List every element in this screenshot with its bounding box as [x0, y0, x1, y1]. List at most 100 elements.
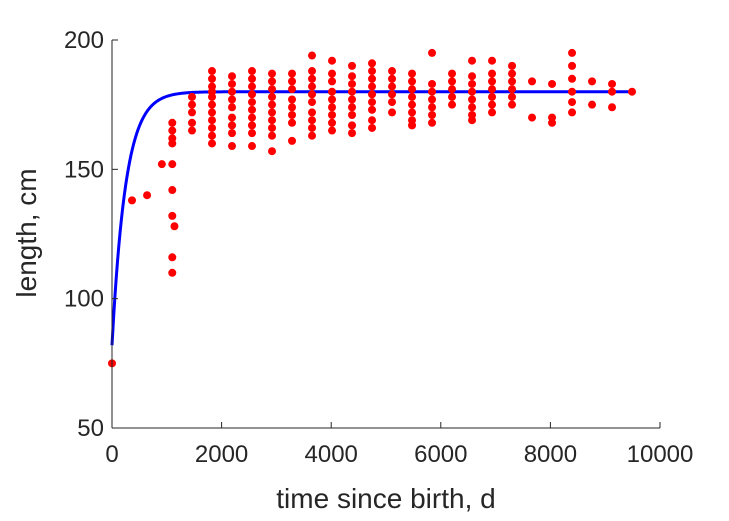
data-point: [428, 79, 437, 88]
data-point: [248, 105, 257, 114]
data-point: [408, 108, 417, 117]
data-point: [428, 87, 437, 96]
data-point: [348, 95, 357, 104]
data-point: [268, 100, 277, 109]
data-point: [288, 95, 297, 104]
data-point: [408, 100, 417, 109]
data-point: [268, 108, 277, 117]
data-point: [188, 100, 197, 109]
data-point: [448, 77, 457, 86]
data-point: [248, 82, 257, 91]
data-point: [408, 77, 417, 86]
data-point: [348, 129, 357, 138]
data-point: [208, 100, 217, 109]
data-point: [288, 103, 297, 112]
data-point: [168, 160, 177, 169]
data-point: [168, 126, 177, 135]
data-point: [488, 69, 497, 78]
data-point: [248, 98, 257, 107]
data-point: [308, 82, 317, 91]
data-point: [328, 118, 337, 127]
data-point: [348, 103, 357, 112]
data-point: [408, 85, 417, 94]
x-tick-label: 10000: [627, 441, 694, 468]
data-point: [468, 79, 477, 88]
y-axis-title: length, cm: [11, 168, 42, 297]
axes: 0 2000 4000 6000 8000 10000 50 100 150 200: [64, 27, 693, 468]
y-tick-label: 150: [64, 156, 104, 183]
plot-area: [108, 48, 637, 368]
data-point: [168, 253, 177, 262]
data-point: [248, 74, 257, 83]
data-point: [228, 72, 237, 81]
x-tick-label: 0: [105, 441, 118, 468]
data-point: [368, 90, 377, 99]
data-point: [368, 67, 377, 76]
x-tick-label: 2000: [195, 441, 248, 468]
data-point: [368, 105, 377, 114]
data-point: [468, 87, 477, 96]
data-point: [448, 69, 457, 78]
data-point: [448, 85, 457, 94]
data-point: [348, 79, 357, 88]
data-point: [308, 67, 317, 76]
data-point: [248, 90, 257, 99]
data-point: [488, 77, 497, 86]
data-point: [168, 268, 177, 277]
data-point: [468, 116, 477, 125]
data-point: [428, 111, 437, 120]
data-point: [143, 191, 152, 200]
data-point: [268, 147, 277, 156]
x-axis-title: time since birth, d: [276, 483, 495, 514]
data-point: [228, 103, 237, 112]
data-point: [348, 121, 357, 130]
data-point: [288, 118, 297, 127]
data-point: [388, 67, 397, 76]
data-point: [388, 74, 397, 83]
data-point: [188, 92, 197, 101]
data-point: [328, 56, 337, 65]
data-point: [368, 82, 377, 91]
data-point: [308, 98, 317, 107]
data-point: [248, 113, 257, 122]
data-point: [308, 131, 317, 140]
data-point: [548, 118, 557, 127]
data-point: [348, 61, 357, 70]
data-point: [388, 98, 397, 107]
data-point: [568, 108, 577, 117]
data-point: [268, 92, 277, 101]
data-point: [468, 72, 477, 81]
data-point: [468, 103, 477, 112]
x-tick-label: 4000: [305, 441, 358, 468]
data-point: [188, 126, 197, 135]
data-point: [508, 100, 517, 109]
data-point: [268, 85, 277, 94]
data-point: [208, 131, 217, 140]
data-point: [228, 121, 237, 130]
data-point: [188, 108, 197, 117]
data-point: [488, 56, 497, 65]
data-point: [308, 108, 317, 117]
data-point: [288, 85, 297, 94]
data-point: [488, 85, 497, 94]
data-point: [568, 48, 577, 57]
data-point: [368, 74, 377, 83]
data-point: [488, 108, 497, 117]
data-point: [588, 77, 597, 86]
data-point: [388, 82, 397, 91]
data-point: [428, 103, 437, 112]
data-point: [248, 121, 257, 130]
data-point: [308, 74, 317, 83]
data-point: [448, 100, 457, 109]
data-point: [308, 123, 317, 132]
data-point: [408, 121, 417, 130]
data-point: [208, 108, 217, 117]
data-point: [348, 111, 357, 120]
data-point: [368, 59, 377, 68]
y-tick-label: 100: [64, 286, 104, 313]
data-point: [428, 118, 437, 127]
data-point: [528, 113, 537, 122]
x-tick-label: 8000: [524, 441, 577, 468]
data-point: [588, 100, 597, 109]
